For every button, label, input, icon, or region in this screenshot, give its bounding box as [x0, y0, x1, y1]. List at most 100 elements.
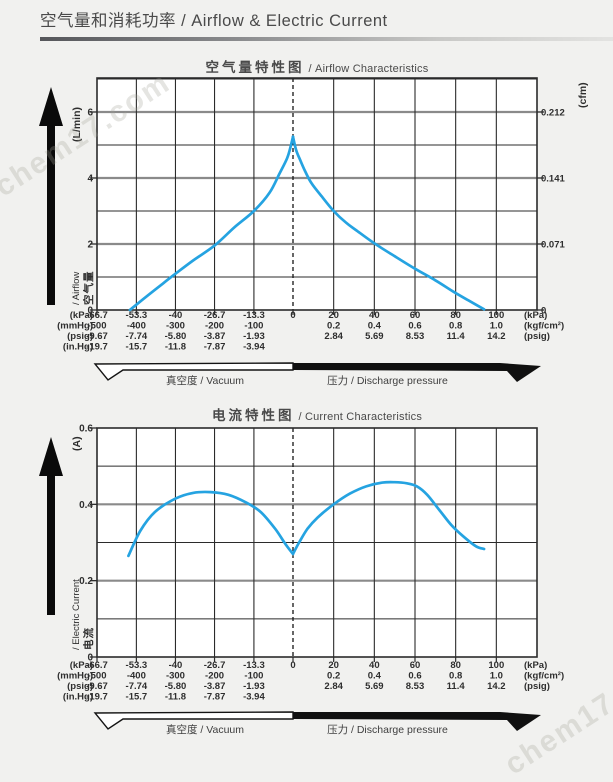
svg-text:/ Airflow: / Airflow — [71, 272, 82, 305]
header-divider — [40, 37, 613, 41]
discharge-pressure-range-label: 压力 / Discharge pressure — [327, 724, 448, 736]
svg-text:(psig): (psig) — [524, 331, 550, 342]
svg-text:11.4: 11.4 — [447, 681, 466, 692]
svg-text:0.071: 0.071 — [541, 239, 565, 250]
svg-text:-200: -200 — [205, 671, 224, 682]
svg-text:60: 60 — [410, 310, 421, 321]
svg-text:(in.Hg): (in.Hg) — [63, 692, 93, 703]
airflow-chart-section: 空气量特性图 / Airflow Characteristics 6 4 2 0 0.21… — [0, 50, 613, 395]
svg-text:-3.94: -3.94 — [243, 342, 265, 353]
svg-text:(kPa): (kPa) — [70, 310, 93, 321]
svg-text:0: 0 — [541, 306, 546, 317]
svg-text:0.2: 0.2 — [79, 576, 93, 587]
svg-text:1.0: 1.0 — [490, 671, 503, 682]
svg-text:-3.94: -3.94 — [243, 692, 265, 703]
svg-text:(kgf/cm²): (kgf/cm²) — [524, 321, 564, 332]
svg-text:空气量: 空气量 — [82, 271, 95, 306]
svg-text:-9.67: -9.67 — [86, 331, 108, 342]
svg-text:0: 0 — [87, 653, 93, 664]
svg-text:-7.87: -7.87 — [204, 692, 226, 703]
svg-text:6: 6 — [87, 107, 93, 118]
svg-text:-7.87: -7.87 — [204, 342, 226, 353]
svg-text:11.4: 11.4 — [447, 331, 466, 342]
svg-text:0.8: 0.8 — [449, 321, 462, 332]
svg-text:-7.74: -7.74 — [126, 331, 148, 342]
svg-text:-3.87: -3.87 — [204, 681, 226, 692]
svg-text:0.8: 0.8 — [449, 671, 462, 682]
svg-text:-5.80: -5.80 — [165, 331, 187, 342]
svg-text:0.4: 0.4 — [368, 671, 382, 682]
svg-text:(mmHg): (mmHg) — [57, 321, 93, 332]
svg-text:40: 40 — [369, 660, 380, 671]
svg-text:-7.74: -7.74 — [126, 681, 148, 692]
svg-text:0.2: 0.2 — [327, 671, 340, 682]
svg-text:-13.3: -13.3 — [243, 660, 265, 671]
svg-text:80: 80 — [450, 310, 461, 321]
svg-text:-13.3: -13.3 — [243, 310, 265, 321]
current-chart-section: 电流特性图 / Current Characteristics 0.6 0.4 0.2… — [0, 395, 613, 747]
chart-title-zh: 空气量特性图 — [205, 60, 305, 75]
svg-text:-19.7: -19.7 — [86, 342, 108, 353]
svg-text:(psig): (psig) — [67, 331, 93, 342]
svg-text:电流: 电流 — [82, 627, 95, 650]
discharge-pressure-range-label: 压力 / Discharge pressure — [327, 375, 448, 387]
svg-text:100: 100 — [488, 660, 504, 671]
svg-text:5.69: 5.69 — [365, 681, 384, 692]
chart-title-zh: 电流特性图 — [211, 408, 295, 423]
svg-text:0.6: 0.6 — [408, 321, 421, 332]
airflow-chart-title: 空气量特性图 / Airflow Characteristics — [97, 56, 537, 77]
svg-text:-100: -100 — [244, 671, 263, 682]
svg-text:100: 100 — [488, 310, 504, 321]
svg-text:-400: -400 — [127, 321, 146, 332]
svg-text:60: 60 — [410, 660, 421, 671]
current-chart-title: 电流特性图 / Current Characteristics — [97, 404, 537, 425]
svg-text:(A): (A) — [71, 436, 83, 451]
svg-text:4: 4 — [87, 173, 93, 184]
svg-text:-400: -400 — [127, 671, 146, 682]
svg-text:(kPa): (kPa) — [524, 660, 547, 671]
svg-text:5.69: 5.69 — [365, 331, 384, 342]
svg-text:-66.7: -66.7 — [86, 660, 108, 671]
svg-text:-1.93: -1.93 — [243, 681, 265, 692]
svg-text:-300: -300 — [166, 671, 185, 682]
svg-text:2: 2 — [87, 239, 93, 250]
svg-text:2.84: 2.84 — [324, 681, 343, 692]
svg-text:(psig): (psig) — [67, 681, 93, 692]
svg-text:0.4: 0.4 — [368, 321, 382, 332]
svg-text:(psig): (psig) — [524, 681, 550, 692]
svg-text:14.2: 14.2 — [487, 331, 506, 342]
svg-text:-200: -200 — [205, 321, 224, 332]
svg-text:-500: -500 — [87, 321, 106, 332]
current-plot: 0.60.40.20(kPa) (kPa)-66.7 -53.3 -40 -26.7 -1… — [39, 424, 564, 731]
svg-text:-40: -40 — [169, 660, 183, 671]
svg-text:-26.7: -26.7 — [204, 310, 226, 321]
svg-text:0: 0 — [290, 660, 295, 671]
svg-text:0.2: 0.2 — [327, 321, 340, 332]
svg-text:-26.7: -26.7 — [204, 660, 226, 671]
svg-text:-19.7: -19.7 — [86, 692, 108, 703]
svg-text:-66.7: -66.7 — [86, 310, 108, 321]
svg-text:/ Electric Current: / Electric Current — [71, 579, 82, 650]
chart-title-en: / Airflow Characteristics — [308, 63, 429, 75]
svg-text:2.84: 2.84 — [324, 331, 343, 342]
svg-text:20: 20 — [328, 310, 339, 321]
svg-text:-40: -40 — [169, 310, 183, 321]
svg-text:14.2: 14.2 — [487, 681, 506, 692]
svg-text:8.53: 8.53 — [406, 681, 425, 692]
svg-text:-11.8: -11.8 — [165, 692, 186, 703]
svg-text:-1.93: -1.93 — [243, 331, 265, 342]
svg-text:40: 40 — [369, 310, 380, 321]
svg-text:80: 80 — [450, 660, 461, 671]
svg-text:(mmHg): (mmHg) — [57, 671, 93, 682]
vacuum-range-label: 真空度 / Vacuum — [166, 724, 244, 736]
svg-text:(kgf/cm²): (kgf/cm²) — [524, 671, 564, 682]
svg-text:(kPa): (kPa) — [524, 310, 547, 321]
svg-text:0.212: 0.212 — [541, 107, 565, 118]
svg-text:8.53: 8.53 — [406, 331, 425, 342]
svg-text:20: 20 — [328, 660, 339, 671]
svg-text:-15.7: -15.7 — [126, 692, 148, 703]
svg-text:(kPa): (kPa) — [70, 660, 93, 671]
vacuum-range-label: 真空度 / Vacuum — [166, 375, 244, 387]
svg-text:(L/min): (L/min) — [71, 107, 83, 142]
